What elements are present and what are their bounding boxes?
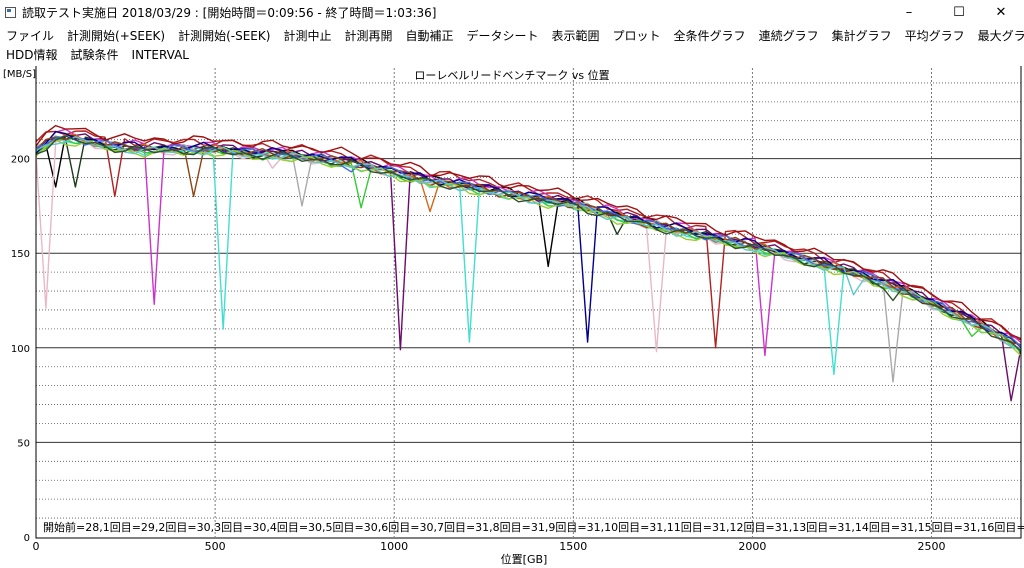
close-button[interactable]: ✕ xyxy=(995,5,1007,20)
menu-plot[interactable]: プロット xyxy=(612,29,661,43)
chart-title: ローレベルリードベンチマーク vs 位置 xyxy=(414,68,609,82)
series-line-15 xyxy=(35,136,1022,350)
series-line-17 xyxy=(35,124,1022,340)
menu-start-minus-seek[interactable]: 計測開始(-SEEK) xyxy=(178,29,271,43)
menu-display-range[interactable]: 表示範囲 xyxy=(551,29,600,43)
y-tick-label: 0 xyxy=(24,533,30,544)
menu-max-graph[interactable]: 最大グラフ xyxy=(977,29,1024,43)
menu-all-conditions-graph[interactable]: 全条件グラフ xyxy=(673,29,746,43)
plot-background xyxy=(0,66,1024,568)
x-tick-label: 2000 xyxy=(738,540,766,553)
menu-file[interactable]: ファイル xyxy=(6,29,55,43)
plot-frame xyxy=(35,66,1022,539)
menu-test-conditions[interactable]: 試験条件 xyxy=(70,48,119,62)
y-axis-label: [MB/S] xyxy=(3,69,36,80)
maximize-button[interactable]: ☐ xyxy=(953,5,965,20)
menu-row-2: HDD情報 試験条件 INTERVAL xyxy=(6,46,202,65)
title-bar: 読取テスト実施日 2018/03/29 : [開始時間＝0:09:56 - 終了… xyxy=(0,0,1024,26)
x-tick-label: 1500 xyxy=(559,540,587,553)
menu-stop[interactable]: 計測中止 xyxy=(283,29,332,43)
y-tick-label: 150 xyxy=(11,249,30,260)
x-tick-label: 0 xyxy=(33,540,40,553)
app-icon[interactable] xyxy=(5,7,16,18)
temperature-legend: 開始前=28,1回目=29,2回目=30,3回目=30,4回目=30,5回目=3… xyxy=(43,520,1024,534)
x-tick-label: 500 xyxy=(205,540,226,553)
window-title: 読取テスト実施日 2018/03/29 : [開始時間＝0:09:56 - 終了… xyxy=(22,6,437,20)
menu-row-1: ファイル 計測開始(+SEEK) 計測開始(-SEEK) 計測中止 計測再開 自動補正 デー… xyxy=(6,27,1024,46)
x-axis-label: 位置[GB] xyxy=(501,552,548,566)
y-tick-label: 200 xyxy=(11,155,30,166)
menu-data-sheet[interactable]: データシート xyxy=(466,29,539,43)
y-tick-label: 50 xyxy=(17,438,30,449)
x-tick-label: 2500 xyxy=(917,540,945,553)
series-line-14 xyxy=(35,139,1022,357)
menu-interval[interactable]: INTERVAL xyxy=(131,48,189,62)
x-tick-label: 1000 xyxy=(380,540,408,553)
menu-continuous-graph[interactable]: 連続グラフ xyxy=(758,29,819,43)
menu-summary-graph[interactable]: 集計グラフ xyxy=(831,29,892,43)
series-line-16 xyxy=(35,135,1022,352)
menu-bar: ファイル 計測開始(+SEEK) 計測開始(-SEEK) 計測中止 計測再開 自動補正 デー… xyxy=(0,26,1024,66)
menu-average-graph[interactable]: 平均グラフ xyxy=(904,29,965,43)
minimize-button[interactable]: – xyxy=(905,5,913,20)
y-tick-label: 100 xyxy=(11,344,30,355)
menu-hdd-info[interactable]: HDD情報 xyxy=(6,48,58,62)
menu-auto-correct[interactable]: 自動補正 xyxy=(405,29,454,43)
menu-start-plus-seek[interactable]: 計測開始(+SEEK) xyxy=(67,29,166,43)
menu-resume[interactable]: 計測再開 xyxy=(344,29,393,43)
series-line-11 xyxy=(35,130,1022,348)
